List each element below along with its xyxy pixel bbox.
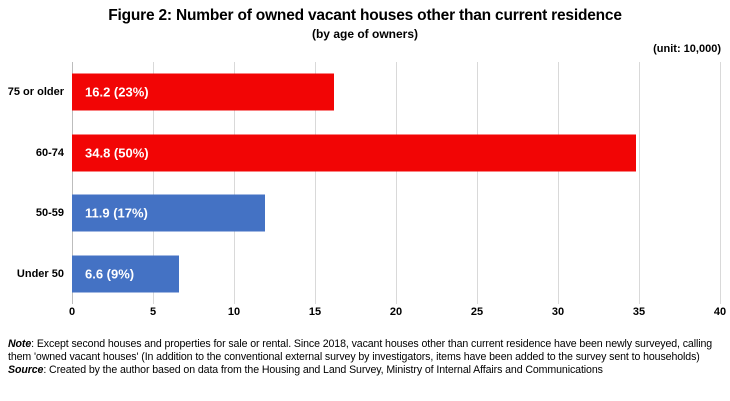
x-tick-label: 40	[713, 306, 727, 318]
bar-value-label: 16.2 (23%)	[85, 84, 149, 100]
y-axis-line	[72, 62, 73, 304]
footnotes: Note: Except second houses and propertie…	[8, 338, 722, 377]
plot-area: 16.2 (23%) 34.8 (50%) 11.9 (17%) 6.6 (9%)	[72, 62, 721, 305]
x-axis-ticks: 0 5 10 15 20 25 30 35 40	[68, 306, 726, 322]
category-labels: 75 or older 60-74 50-59 Under 50	[0, 62, 64, 304]
x-tick-label: 0	[68, 306, 76, 318]
chart-title: Figure 2: Number of owned vacant houses …	[108, 7, 622, 24]
bar: 6.6 (9%)	[72, 255, 179, 293]
source-text: Source: Created by the author based on d…	[8, 364, 722, 377]
bar: 34.8 (50%)	[72, 134, 636, 172]
x-tick-label: 15	[308, 306, 322, 318]
source-label: Source	[8, 363, 44, 376]
gridline	[153, 62, 154, 304]
bar-value-label: 6.6 (9%)	[85, 266, 135, 282]
bar-row: 16.2 (23%)	[72, 62, 720, 123]
category-label: 60-74	[35, 146, 64, 159]
bar-row: 11.9 (17%)	[72, 183, 720, 244]
chart-subtitle: (by age of owners)	[311, 27, 418, 41]
bar: 11.9 (17%)	[72, 194, 265, 232]
note-label: Note	[8, 338, 32, 350]
x-tick-label: 35	[632, 306, 646, 318]
bar-value-label: 34.8 (50%)	[85, 145, 149, 161]
gridline	[234, 62, 235, 304]
bar-chart: 75 or older 60-74 50-59 Under 50 16.2 (23%)…	[0, 62, 730, 304]
bar-row: 34.8 (50%)	[72, 123, 720, 184]
x-tick-label: 20	[389, 306, 403, 318]
category-label: 75 or older	[7, 86, 64, 99]
x-tick-label: 5	[149, 306, 157, 318]
x-tick-label: 25	[470, 306, 484, 318]
gridline	[639, 62, 640, 304]
note-body: : Except second houses and properties fo…	[8, 338, 713, 363]
unit-label: (unit: 10,000)	[653, 43, 721, 55]
gridline	[558, 62, 559, 304]
gridline	[720, 62, 721, 304]
category-label: Under 50	[16, 267, 64, 280]
x-tick-label: 10	[227, 306, 241, 318]
note-text: Note: Except second houses and propertie…	[8, 338, 722, 364]
bar: 16.2 (23%)	[72, 73, 335, 111]
gridline	[396, 62, 397, 304]
gridline	[477, 62, 478, 304]
bar-row: 6.6 (9%)	[72, 244, 720, 305]
source-body: : Created by the author based on data fr…	[43, 363, 603, 376]
bar-value-label: 11.9 (17%)	[85, 205, 148, 221]
x-tick-label: 30	[551, 306, 565, 318]
gridline	[315, 62, 316, 304]
category-label: 50-59	[35, 207, 64, 220]
